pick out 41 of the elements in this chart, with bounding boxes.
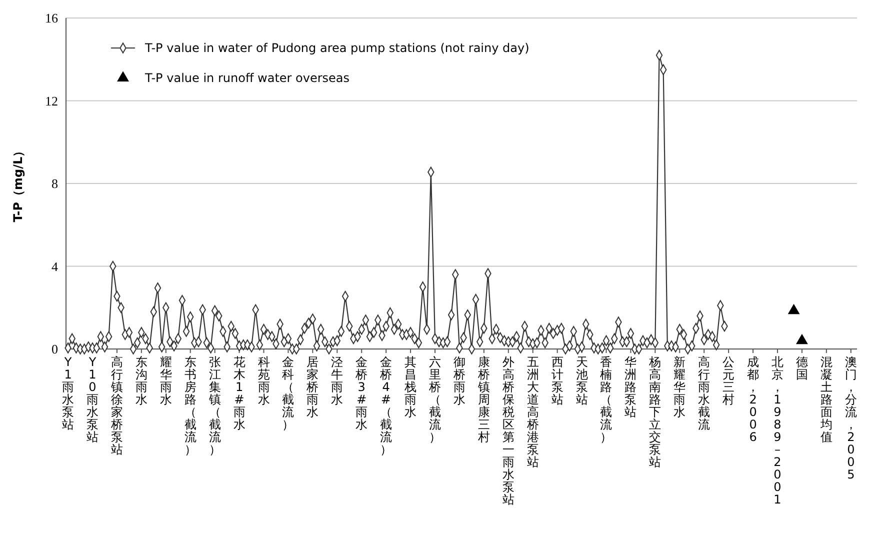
y-tick-label: 12 [45, 93, 58, 108]
legend-label: T-P value in water of Pudong area pump stations (not rainy day) [144, 41, 530, 55]
category-label: 北京，1989–2001 [771, 354, 784, 506]
x-tick-label: 御桥雨水 [452, 354, 466, 406]
category-label: 杨高南路下立交泵站 [649, 354, 662, 469]
x-tick-label: Y1雨水泵站 [62, 354, 74, 432]
category-label: 外高桥保税区第一雨水泵站 [502, 354, 514, 506]
x-tick-label: 张江集镇（截流） [208, 354, 221, 456]
y-tick-label: 0 [52, 342, 58, 356]
x-tick-label: 东书房路（截流） [184, 354, 196, 456]
x-tick-label: 六里桥（截流） [428, 354, 441, 444]
x-tick-label: 科苑雨水 [258, 354, 270, 406]
x-tick-label: 东沟雨水 [135, 354, 148, 406]
x-tick-label: 耀华雨水 [160, 354, 172, 406]
x-tick-label: 混凝土路面均值 [819, 354, 832, 444]
y-tick-label: 8 [52, 176, 58, 191]
x-tick-label: 香楠路（截流） [600, 354, 612, 444]
x-tick-label: Y10雨水泵站 [86, 354, 99, 444]
x-tick-label: 金桥3#雨水 [354, 354, 368, 432]
x-tick-label: 天池泵站 [576, 354, 588, 406]
x-tick-label: 金桥4#（截流） [379, 354, 392, 456]
x-tick-label: 新耀华雨水 [674, 354, 686, 419]
y-tick-label: 4 [52, 258, 58, 274]
x-tick-label: 康桥镇周康三村 [476, 354, 490, 444]
x-tick-label: 华洲路泵站 [624, 354, 637, 419]
category-label: 五洲大道高桥港泵站 [526, 354, 539, 469]
y-axis-title: T-P（mg/L） [11, 144, 25, 222]
x-tick-label: 德国 [796, 354, 808, 382]
x-tick-label: 成都，2006 [747, 354, 760, 444]
legend-label: T-P value in runoff water overseas [144, 71, 350, 85]
x-tick-label: 西计泵站 [551, 354, 564, 406]
x-tick-label: 高行雨水截流 [698, 354, 710, 432]
x-tick-label: 高行镇徐家桥泵站 [110, 354, 123, 456]
x-tick-label: 其昌栈雨水 [404, 354, 417, 419]
x-tick-label: 泾牛雨水 [331, 354, 344, 406]
y-tick-label: 16 [45, 10, 58, 26]
category-label: 澳门，分流，2005 [844, 354, 857, 482]
x-tick-label: 公元三村 [722, 354, 735, 406]
x-tick-label: 居家桥雨水 [306, 354, 319, 419]
x-tick-label: 花木1#雨水 [233, 354, 246, 432]
x-tick-label: 金科（截流） [282, 354, 294, 432]
